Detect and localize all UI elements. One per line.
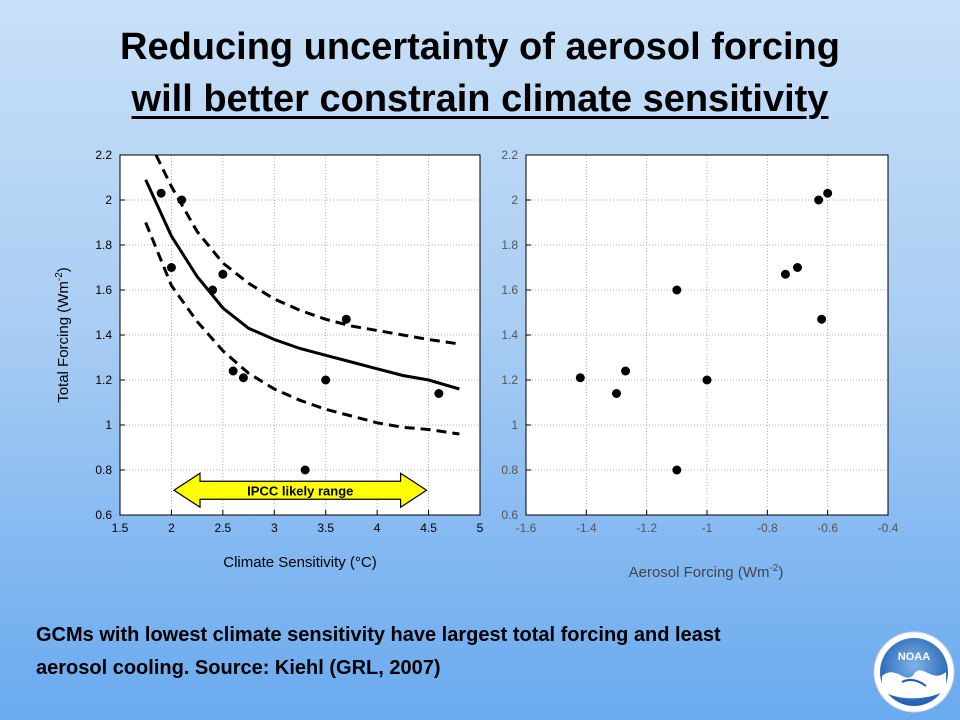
data-point xyxy=(321,375,331,385)
data-point xyxy=(702,375,712,385)
x-tick-label: 5 xyxy=(477,521,484,535)
x-axis-label: Aerosol Forcing (Wm-2) xyxy=(629,563,784,581)
x-tick-label: 3 xyxy=(271,521,278,535)
x-tick-label: 4 xyxy=(374,521,381,535)
chart-1: 1.5 2 2.5 3 3.5 4 4.5 5 0.6 0.8 1 1.2 1.4 1.6 1.8 2 2.2 I… xyxy=(54,148,484,571)
y-tick-label: 1.6 xyxy=(95,283,112,297)
data-point xyxy=(218,269,228,279)
data-point xyxy=(814,195,824,205)
data-point xyxy=(341,314,351,324)
y-tick-label: 1 xyxy=(105,418,112,432)
x-axis-label-sup: -2 xyxy=(769,563,778,574)
data-point xyxy=(434,389,444,398)
y-axis-label: Total Forcing (Wm-2) xyxy=(54,267,72,403)
chart-2: -1.6 -1.4 -1.2 -1 -0.8 -0.6 -0.4 0.6 0.8 1 1.2 1.4 1… xyxy=(501,148,898,581)
data-point xyxy=(166,263,176,272)
data-point xyxy=(238,373,248,383)
y-tick-label: 2.2 xyxy=(95,148,112,162)
x-axis-label-tail: ) xyxy=(778,564,783,581)
x-tick-label: -0.6 xyxy=(817,521,838,535)
x-tick-label: 2 xyxy=(168,521,175,535)
data-point xyxy=(208,285,218,295)
x-tick-label: -1 xyxy=(702,521,713,535)
slide-title-line-2: will better constrain climate sensitivit… xyxy=(131,78,829,120)
y-tick-label: 2 xyxy=(105,193,112,207)
lower-bound-curve xyxy=(144,221,460,436)
y-tick-label: 1.6 xyxy=(501,283,518,297)
data-point xyxy=(300,465,310,475)
y-tick-label: 1.4 xyxy=(95,328,112,342)
y-tick-label: 1 xyxy=(511,418,518,432)
fit-curve xyxy=(144,179,460,391)
noaa-logo-icon xyxy=(873,631,955,713)
y-tick-label: 0.8 xyxy=(95,463,112,477)
data-point xyxy=(817,314,827,324)
y-axis-label-main: Total Forcing (Wm xyxy=(55,281,72,403)
y-tick-label: 2 xyxy=(511,193,518,207)
x-tick-label: 4.5 xyxy=(420,521,437,535)
x-axis-label-main: Aerosol Forcing (Wm xyxy=(629,564,770,581)
data-point xyxy=(612,389,621,398)
x-axis-label: Climate Sensitivity (°C) xyxy=(223,554,377,571)
logo-text: NOAA xyxy=(897,651,931,663)
y-tick-label: 0.8 xyxy=(501,463,518,477)
y-tick-label: 0.6 xyxy=(501,508,518,522)
data-point xyxy=(575,373,585,383)
y-axis-label-sup: -2 xyxy=(54,272,65,281)
caption-line-2: aerosol cooling. Source: Kiehl (GRL, 200… xyxy=(36,657,441,679)
x-tick-label: -0.4 xyxy=(878,521,899,535)
y-tick-label: 1.2 xyxy=(95,373,112,387)
data-point xyxy=(823,188,833,198)
data-point xyxy=(780,269,790,279)
x-tick-label: -1.4 xyxy=(576,521,597,535)
y-tick-label: 1.2 xyxy=(501,373,518,387)
x-tick-label: 1.5 xyxy=(112,521,129,535)
upper-bound-curve xyxy=(154,154,460,346)
y-tick-label: 1.8 xyxy=(501,238,518,252)
data-point xyxy=(672,285,682,295)
y-axis-label-tail: ) xyxy=(55,267,72,272)
y-tick-label: 1.4 xyxy=(501,328,518,342)
data-point xyxy=(177,195,187,205)
ipcc-range-label: IPCC likely range xyxy=(247,483,353,498)
data-point xyxy=(228,366,238,376)
y-tick-label: 2.2 xyxy=(501,148,518,162)
ipcc-range-arrow xyxy=(172,472,428,509)
data-point xyxy=(793,263,802,272)
x-tick-label: -1.6 xyxy=(516,521,537,535)
data-point xyxy=(672,465,682,475)
x-tick-label: 3.5 xyxy=(317,521,334,535)
y-tick-label: 0.6 xyxy=(95,508,112,522)
caption-line-1: GCMs with lowest climate sensitivity hav… xyxy=(36,624,721,646)
x-tick-label: -1.2 xyxy=(636,521,657,535)
slide-title-line-1: Reducing uncertainty of aerosol forcing xyxy=(120,26,840,68)
x-tick-label: -0.8 xyxy=(757,521,778,535)
y-tick-label: 1.8 xyxy=(95,238,112,252)
x-tick-label: 2.5 xyxy=(215,521,232,535)
data-point xyxy=(156,188,166,198)
data-point xyxy=(621,366,631,376)
